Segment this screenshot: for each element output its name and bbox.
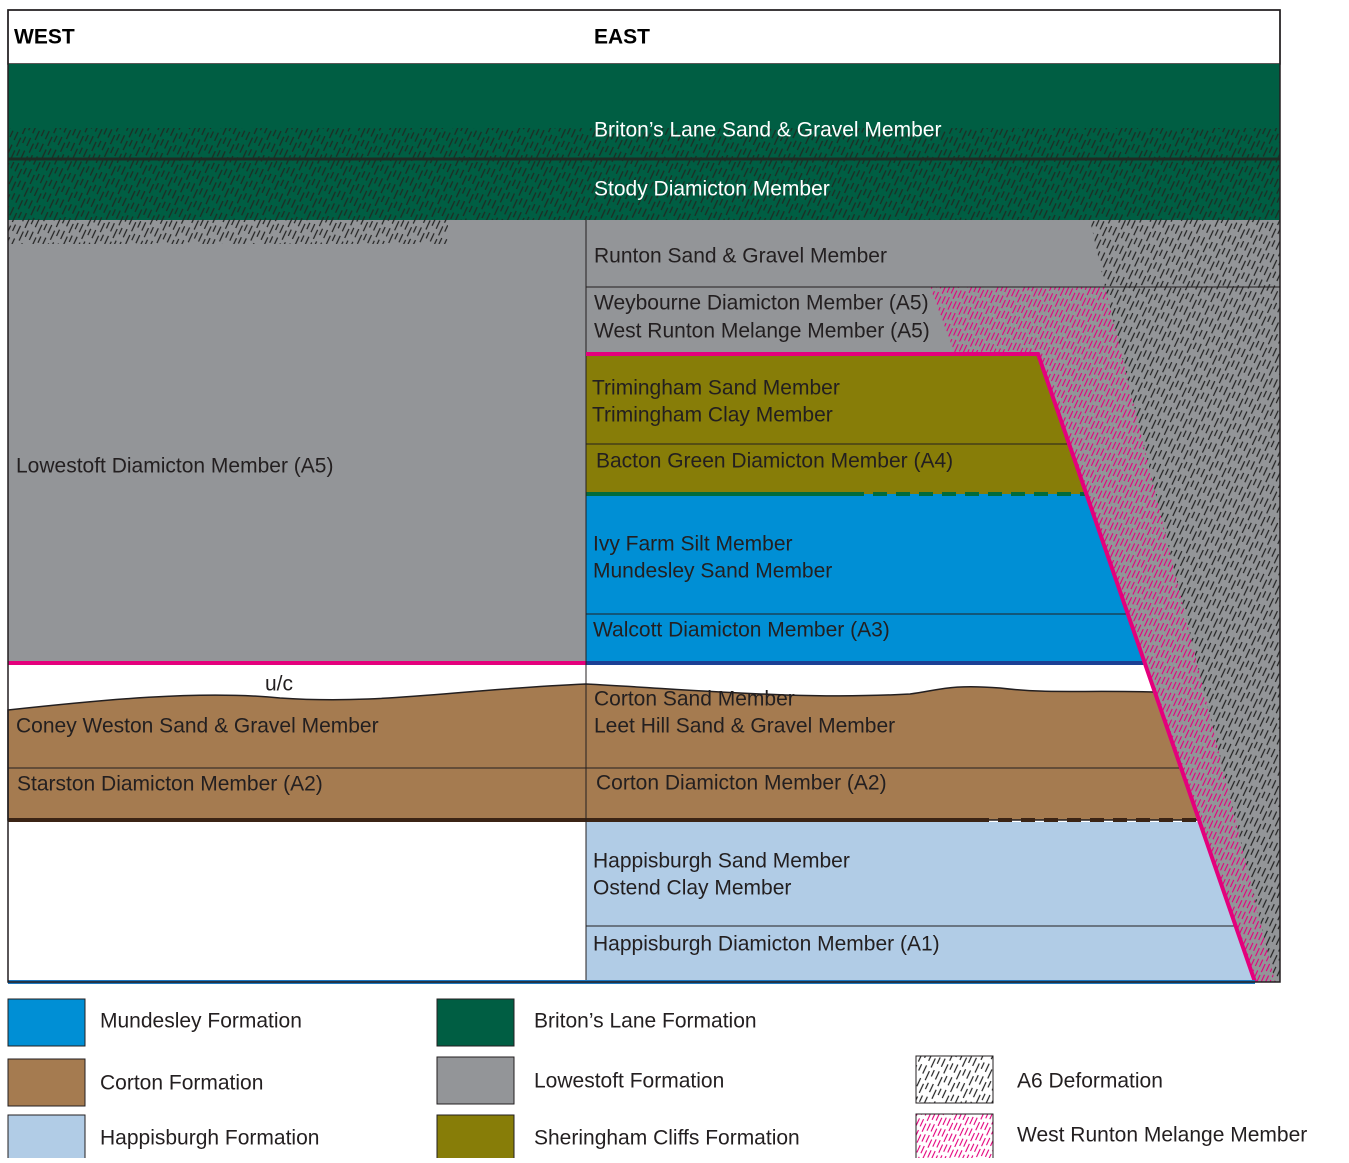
stratum-label: Walcott Diamicton Member (A3) <box>593 619 890 642</box>
stratum-label: Happisburgh Sand Member <box>593 850 850 873</box>
stratum-label: Trimingham Clay Member <box>592 404 833 427</box>
legend <box>7 998 994 1163</box>
legend-label: West Runton Melange Member <box>1017 1124 1307 1147</box>
legend-label: Happisburgh Formation <box>100 1127 319 1150</box>
legend-label: Corton Formation <box>100 1072 263 1095</box>
stratum-label: Leet Hill Sand & Gravel Member <box>594 715 895 738</box>
stratum-label: West Runton Melange Member (A5) <box>594 320 930 343</box>
stratum-label: Coney Weston Sand & Gravel Member <box>16 715 379 738</box>
stratum-label: Bacton Green Diamicton Member (A4) <box>596 450 953 473</box>
stratum-label: Corton Sand Member <box>594 688 795 711</box>
stratum-label: Weybourne Diamicton Member (A5) <box>594 292 929 315</box>
legend-label: Mundesley Formation <box>100 1010 302 1033</box>
stratum-label: Lowestoft Diamicton Member (A5) <box>16 455 333 478</box>
unconformity-label: u/c <box>265 673 293 696</box>
stratum-label: Happisburgh Diamicton Member (A1) <box>593 933 940 956</box>
stratum-label: Starston Diamicton Member (A2) <box>17 773 323 796</box>
legend-label: A6 Deformation <box>1017 1070 1163 1093</box>
stratum-label: Corton Diamicton Member (A2) <box>596 772 887 795</box>
stratum-label: Ostend Clay Member <box>593 877 791 900</box>
header-west: WEST <box>14 26 75 49</box>
header-east: EAST <box>594 26 650 49</box>
legend-label: Briton’s Lane Formation <box>534 1010 757 1033</box>
stratum-label: Ivy Farm Silt Member <box>593 533 793 556</box>
legend-label: Sheringham Cliffs Formation <box>534 1127 800 1150</box>
legend-label: Lowestoft Formation <box>534 1070 724 1093</box>
stratum-label: Mundesley Sand Member <box>593 560 832 583</box>
strata-shapes <box>7 9 1281 984</box>
stratum-label: Briton’s Lane Sand & Gravel Member <box>594 119 941 142</box>
stratum-label: Trimingham Sand Member <box>592 377 840 400</box>
stratum-label: Stody Diamicton Member <box>594 178 830 201</box>
stratum-label: Runton Sand & Gravel Member <box>594 245 887 268</box>
